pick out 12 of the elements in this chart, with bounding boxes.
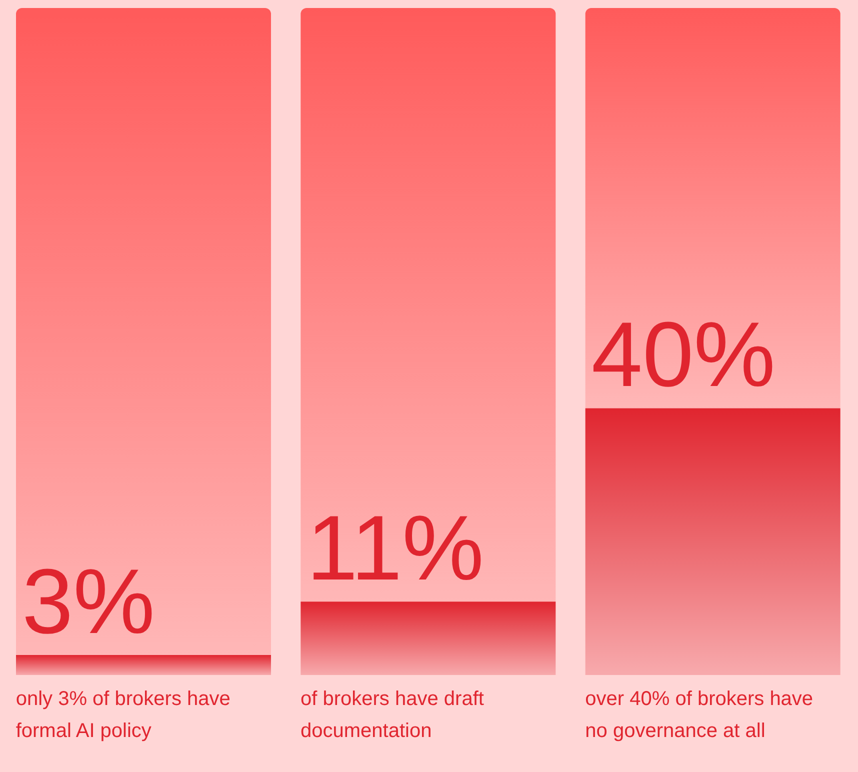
bar <box>300 602 556 675</box>
bar <box>585 408 840 675</box>
data-label: 40% <box>591 304 776 406</box>
bar <box>300 8 556 602</box>
x-tick-label: only 3% of brokers have formal AI policy <box>16 688 230 742</box>
bar <box>585 8 840 408</box>
x-tick-label: of brokers have draft documentation <box>300 688 484 742</box>
x-tick-label: over 40% of brokers have no governance at all <box>585 688 814 742</box>
bar <box>16 654 271 675</box>
data-label: 11% <box>306 498 484 600</box>
data-label: 3% <box>22 550 155 653</box>
bar <box>16 8 271 655</box>
